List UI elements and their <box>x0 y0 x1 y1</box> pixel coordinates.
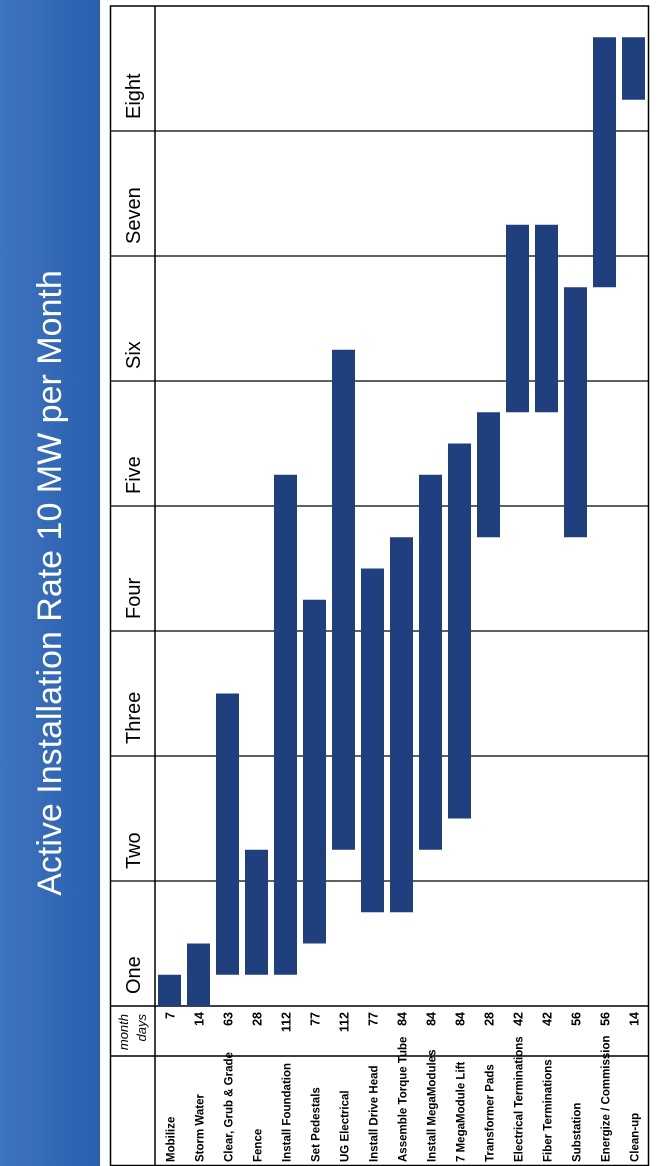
month-label: Seven <box>123 187 145 244</box>
task-bar <box>477 412 500 538</box>
task-name: Clear, Grub & Grade <box>224 1052 236 1162</box>
month-label: Four <box>123 578 145 619</box>
task-bar <box>332 349 355 850</box>
task-name: Mobilize <box>166 1117 178 1162</box>
month-label: Eight <box>123 73 145 119</box>
task-days: 112 <box>338 1012 352 1032</box>
task-bar <box>390 537 413 913</box>
chart-title: Active Installation Rate 10 MW per Month <box>31 270 69 896</box>
task-name: Install Foundation <box>282 1063 294 1162</box>
task-bar <box>158 974 181 1006</box>
task-name: UG Electrical <box>340 1090 352 1162</box>
task-name: Substation <box>572 1103 584 1162</box>
task-name: Assemble Torque Tube <box>398 1037 410 1162</box>
task-bar <box>245 849 268 975</box>
task-name: Energize / Commission <box>601 1035 613 1162</box>
task-days: 63 <box>222 1012 236 1026</box>
month-label: Three <box>123 692 145 744</box>
task-days: 77 <box>367 1012 381 1026</box>
month-header-label: month <box>116 1014 131 1050</box>
title-banner: Active Installation Rate 10 MW per Month <box>0 0 100 1166</box>
task-days: 77 <box>309 1012 323 1026</box>
task-name: Clean-up <box>630 1113 642 1162</box>
task-days: 84 <box>425 1012 439 1026</box>
task-bar <box>361 568 384 913</box>
task-days: 84 <box>396 1012 410 1026</box>
task-name: Install MegaModules <box>427 1050 439 1162</box>
task-days: 28 <box>251 1012 265 1026</box>
days-header-label: days <box>134 1014 149 1042</box>
task-bar <box>274 474 297 975</box>
month-label: Two <box>123 832 145 869</box>
month-label: Five <box>123 456 145 494</box>
task-days: 42 <box>541 1012 555 1026</box>
task-days: 56 <box>570 1012 584 1026</box>
task-name: Install Drive Head <box>369 1065 381 1162</box>
task-days: 28 <box>483 1012 497 1026</box>
task-days: 7 <box>164 1012 178 1019</box>
task-bar <box>622 37 645 100</box>
task-name: Fiber Terminations <box>543 1059 555 1162</box>
month-label: One <box>123 956 145 994</box>
task-days: 14 <box>193 1012 207 1026</box>
task-days: 112 <box>280 1012 294 1032</box>
task-name: Fence <box>253 1129 265 1162</box>
task-bar <box>216 693 239 975</box>
task-bar <box>303 599 326 944</box>
month-label: Six <box>123 341 145 369</box>
task-name: 7 MegaModule Lift <box>456 1062 468 1162</box>
gantt-chart: month days One Two Three Four Five Six Seven Eigh… <box>109 5 650 1166</box>
task-bar <box>419 474 442 850</box>
task-bar <box>593 37 616 288</box>
task-name: Transformer Pads <box>485 1064 497 1162</box>
task-name: Storm Water <box>195 1094 207 1162</box>
task-bar <box>448 443 471 819</box>
task-days: 14 <box>628 1012 642 1026</box>
task-bar <box>535 224 558 413</box>
task-days: 42 <box>512 1012 526 1026</box>
task-name: Electrical Terminations <box>514 1036 526 1162</box>
task-name: Set Pedestals <box>311 1087 323 1162</box>
task-days: 56 <box>599 1012 613 1026</box>
task-bar <box>506 224 529 413</box>
task-bar <box>564 287 587 538</box>
task-bar <box>187 943 210 1006</box>
task-days: 84 <box>454 1012 468 1026</box>
